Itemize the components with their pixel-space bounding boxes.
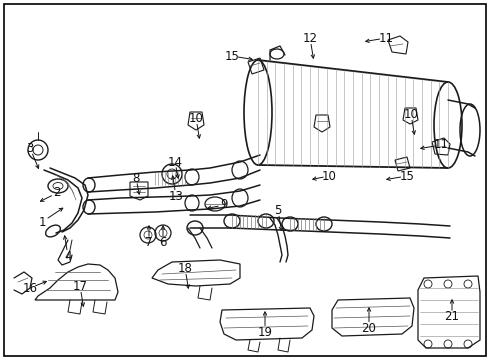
Text: 11: 11 <box>378 31 393 45</box>
Text: 1: 1 <box>38 216 46 229</box>
Text: 13: 13 <box>169 189 183 202</box>
Text: 10: 10 <box>189 112 203 125</box>
Text: 6: 6 <box>159 235 167 248</box>
Text: 15: 15 <box>399 170 415 183</box>
Text: 2: 2 <box>53 186 61 199</box>
Text: 16: 16 <box>23 282 38 294</box>
Text: 7: 7 <box>145 235 153 248</box>
Text: 5: 5 <box>274 203 282 216</box>
Text: 21: 21 <box>444 310 460 323</box>
Text: 17: 17 <box>73 279 88 292</box>
Text: 8: 8 <box>132 171 140 184</box>
Text: 10: 10 <box>321 170 337 183</box>
Text: 10: 10 <box>404 108 418 121</box>
Text: 9: 9 <box>220 198 228 211</box>
Text: 15: 15 <box>224 49 240 63</box>
Text: 4: 4 <box>64 249 72 262</box>
Text: 12: 12 <box>302 31 318 45</box>
Text: 3: 3 <box>26 141 34 154</box>
Text: 18: 18 <box>177 261 193 274</box>
Text: 14: 14 <box>168 156 182 168</box>
Text: 20: 20 <box>362 321 376 334</box>
Text: 19: 19 <box>258 325 272 338</box>
Text: 11: 11 <box>434 139 448 152</box>
